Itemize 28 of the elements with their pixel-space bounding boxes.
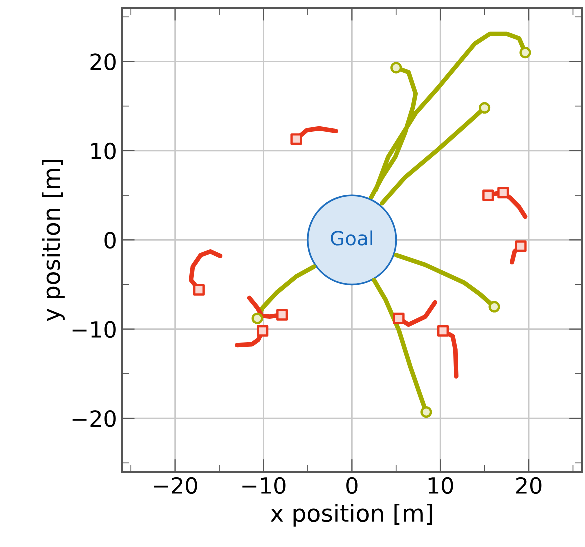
point	[479, 102, 491, 114]
point	[252, 312, 264, 324]
y-axis-title: y position [m]	[42, 160, 65, 322]
annotation: Goal	[331, 230, 372, 246]
point	[437, 325, 450, 337]
point	[515, 240, 527, 252]
x-tick-label: 20	[516, 477, 542, 494]
point	[290, 134, 302, 146]
y-tick-label: 10	[92, 142, 116, 160]
x-axis-title: x position [m]	[270, 504, 432, 527]
point	[193, 284, 205, 296]
y-tick-label: −20	[72, 410, 116, 428]
y-tick-label: 20	[90, 54, 116, 70]
point	[257, 325, 269, 337]
x-tick-label: 0	[346, 477, 358, 494]
x-tick-label: 10	[428, 477, 454, 494]
point	[520, 47, 532, 59]
y-tick-label: 0	[104, 232, 116, 249]
y-tick-label: −10	[72, 321, 116, 338]
x-tick-label: −10	[242, 477, 286, 494]
point	[482, 190, 494, 202]
x-tick-label: −20	[154, 477, 198, 494]
point	[393, 312, 405, 324]
point	[498, 187, 510, 199]
point	[488, 301, 500, 313]
point	[420, 406, 432, 418]
point	[276, 309, 288, 321]
point	[390, 62, 402, 74]
